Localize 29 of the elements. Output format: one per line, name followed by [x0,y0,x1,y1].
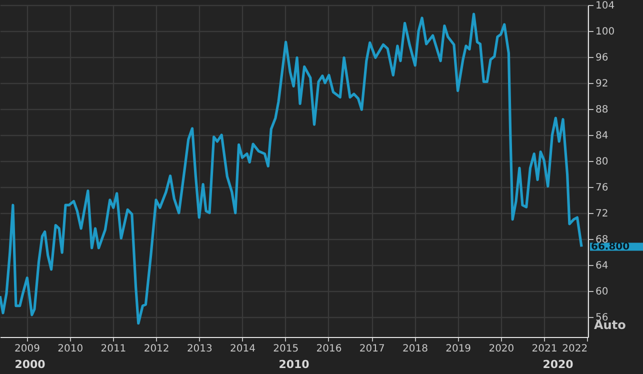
x-tick-label: 2018 [402,344,428,354]
x-tick-label: 2020 [488,344,514,354]
y-tick-label: 60 [596,286,608,298]
x-tick-label: 2021 [532,344,558,354]
text: 2000 [14,358,46,371]
y-tick-label: 80 [596,156,608,168]
x-tick-label: 2019 [446,344,472,354]
x-tick-label: 2011 [100,344,126,354]
x-tick-label: 2022 [562,344,588,354]
text: 2010 [278,358,310,371]
line-series [0,12,583,325]
x-tick-label: 2009 [14,344,40,354]
y-tick-label: 100 [596,26,615,38]
x-tick-label: 2017 [359,344,385,354]
text: 2020 [542,358,574,371]
y-tick-label: 92 [596,78,608,90]
x-tick-label: 2015 [273,344,299,354]
x-tick-label: 2012 [144,344,170,354]
y-tick-label: 76 [596,182,608,194]
y-tick-label: 64 [596,260,608,272]
x-tick-label: 2013 [186,344,212,354]
y-tick-label: 104 [596,0,615,12]
y-tick-label: 96 [596,52,608,64]
y-tick-label: 88 [596,104,608,116]
x-tick-label: 2014 [230,344,256,354]
y-tick-label: 72 [596,208,608,220]
y-tick-label: 84 [596,130,608,142]
x-tick-label: 2010 [58,344,84,354]
x-tick-label: 2016 [316,344,342,354]
